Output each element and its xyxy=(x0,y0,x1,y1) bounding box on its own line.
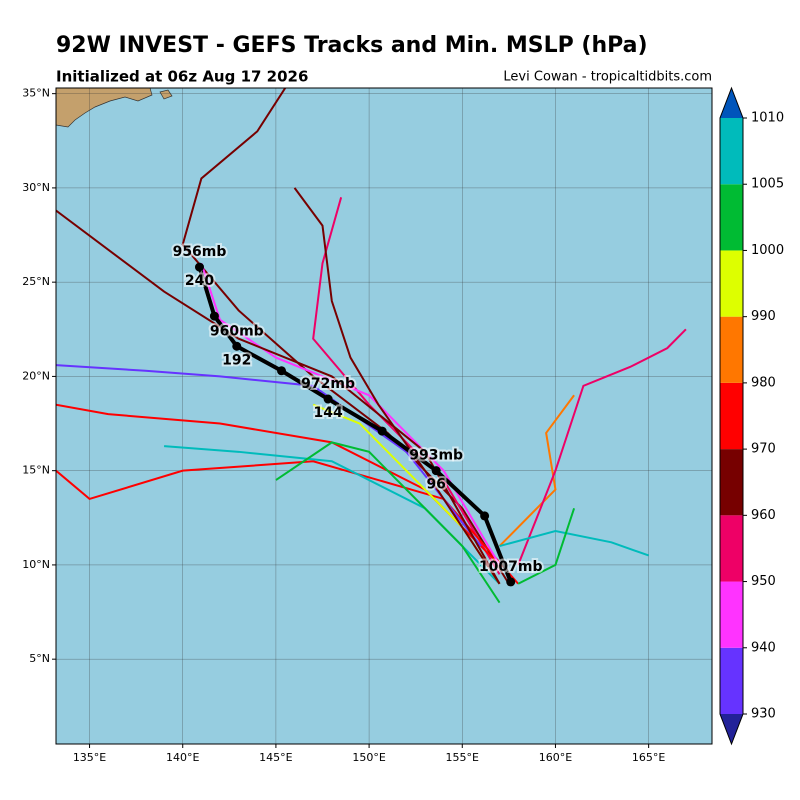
colorbar-label: 980 xyxy=(751,375,776,390)
colorbar-segment xyxy=(720,184,743,251)
hour-label: 192 xyxy=(222,352,251,368)
colorbar-under xyxy=(720,714,743,744)
y-tick-label: 10°N xyxy=(22,558,50,571)
mean-track-point xyxy=(480,511,490,521)
x-tick-label: 155°E xyxy=(446,751,479,764)
ocean xyxy=(56,88,712,744)
ensemble-track xyxy=(275,441,501,604)
y-tick-label: 30°N xyxy=(22,181,50,194)
colorbar-label: 1010 xyxy=(751,111,784,126)
mean-track-point xyxy=(431,466,441,476)
colorbar-label: 990 xyxy=(751,309,776,324)
mean-track-point xyxy=(277,366,286,376)
credit: Levi Cowan - tropicaltidbits.com xyxy=(503,70,712,85)
colorbar-segment xyxy=(720,449,743,516)
colorbar-segment xyxy=(720,118,743,185)
ensemble-track xyxy=(181,88,510,585)
mean-track-point xyxy=(195,262,204,272)
map-frame xyxy=(55,87,713,745)
ensemble-track xyxy=(499,529,649,557)
hour-label: 96 xyxy=(426,477,445,493)
ensemble-track xyxy=(517,328,687,566)
pressure-label: 993mb xyxy=(409,448,463,464)
colorbar-label: 1000 xyxy=(751,243,784,258)
title: 92W INVEST - GEFS Tracks and Min. MSLP (… xyxy=(56,33,648,58)
colorbar-segment xyxy=(720,250,743,317)
subtitle: Initialized at 06z Aug 17 2026 xyxy=(56,68,308,86)
x-tick-label: 145°E xyxy=(259,751,292,764)
mean-track-point xyxy=(377,426,387,436)
x-tick-label: 165°E xyxy=(632,751,665,764)
mean-track-point xyxy=(506,577,516,587)
colorbar: 930 940 950 960 970 980 990 1000 1005 1010 xyxy=(719,86,784,746)
ensemble-track xyxy=(56,364,482,547)
mean-track-point xyxy=(209,311,219,321)
hour-label: 144 xyxy=(313,405,342,421)
ensemble-track xyxy=(293,187,501,585)
x-tick-label: 135°E xyxy=(73,751,106,764)
ensemble-track xyxy=(498,394,575,547)
y-tick-label: 20°N xyxy=(22,369,50,382)
colorbar-segment xyxy=(720,647,743,714)
colorbar-segment xyxy=(720,515,743,582)
x-tick-label: 140°E xyxy=(166,751,199,764)
land xyxy=(159,89,173,100)
y-tick-label: 25°N xyxy=(22,275,50,288)
y-tick-label: 35°N xyxy=(22,87,50,100)
colorbar-segment xyxy=(720,581,743,648)
ensemble-track xyxy=(517,508,576,585)
colorbar-label: 950 xyxy=(751,574,776,589)
colorbar-segment xyxy=(720,316,743,383)
pressure-label: 956mb xyxy=(173,244,227,260)
colorbar-label: 940 xyxy=(751,640,776,655)
hour-label: 240 xyxy=(185,273,214,289)
colorbar-label: 1005 xyxy=(751,177,784,192)
colorbar-label: 930 xyxy=(751,707,776,722)
colorbar-label: 960 xyxy=(751,508,776,523)
x-tick-label: 160°E xyxy=(539,751,572,764)
pressure-label: 972mb xyxy=(301,376,355,392)
pressure-label: 1007mb xyxy=(479,559,543,575)
y-tick-label: 5°N xyxy=(29,652,50,665)
mean-track-point xyxy=(232,341,242,351)
pressure-label: 960mb xyxy=(210,323,264,339)
colorbar-over xyxy=(720,88,743,118)
mean-track-point xyxy=(323,394,333,404)
x-tick-label: 150°E xyxy=(352,751,385,764)
colorbar-label: 970 xyxy=(751,442,776,457)
y-tick-label: 15°N xyxy=(22,464,50,477)
map-layer xyxy=(56,88,712,744)
colorbar-segment xyxy=(720,382,743,450)
